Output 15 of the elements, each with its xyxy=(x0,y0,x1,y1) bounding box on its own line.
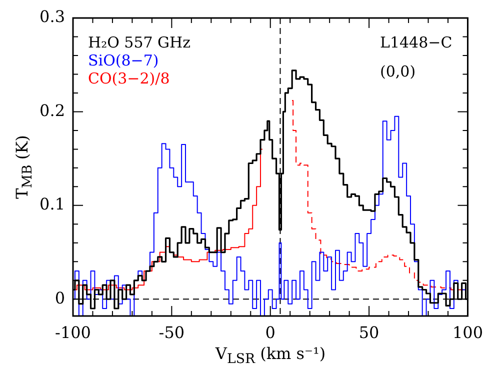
annotation: L1448−C xyxy=(380,33,452,52)
x-tick-label: -100 xyxy=(55,322,91,342)
legend-label: H₂O 557 GHz xyxy=(88,33,191,52)
x-tick-label: -50 xyxy=(158,322,185,342)
x-axis-title: V$_{LSR}$ (km s⁻¹) xyxy=(214,344,327,368)
y-tick-label: 0.3 xyxy=(40,7,65,26)
x-tick-label: 0 xyxy=(265,322,276,342)
y-tick-label: 0.1 xyxy=(40,194,65,214)
y-tick-label: 0.2 xyxy=(40,100,65,120)
text: SiO(8−7) xyxy=(88,51,159,70)
text: CO(3−2)/8 xyxy=(88,69,170,88)
x-tick-label: 50 xyxy=(358,322,380,342)
annotation: (0,0) xyxy=(380,62,416,80)
x-tick-label: 100 xyxy=(452,322,484,342)
y-tick-label: 0 xyxy=(54,288,65,308)
